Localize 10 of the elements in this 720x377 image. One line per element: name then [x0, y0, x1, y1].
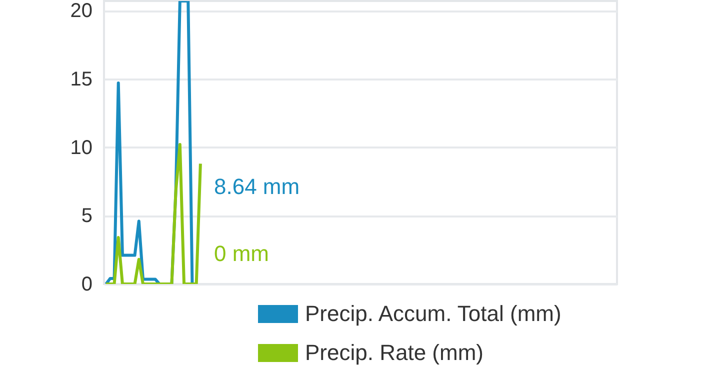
annotation: 8.64 mm	[214, 174, 300, 199]
annotation: 0 mm	[214, 241, 269, 266]
y-tick-label: 20	[70, 0, 92, 22]
y-tick-label: 5	[81, 205, 92, 228]
y-tick-label: 15	[70, 68, 92, 90]
y-tick-label: 0	[81, 274, 92, 296]
y-tick-label: 10	[70, 136, 92, 159]
line-series	[104, 143, 202, 284]
legend-label: Precip. Rate (mm)	[305, 340, 484, 365]
legend-label: Precip. Accum. Total (mm)	[305, 301, 562, 326]
